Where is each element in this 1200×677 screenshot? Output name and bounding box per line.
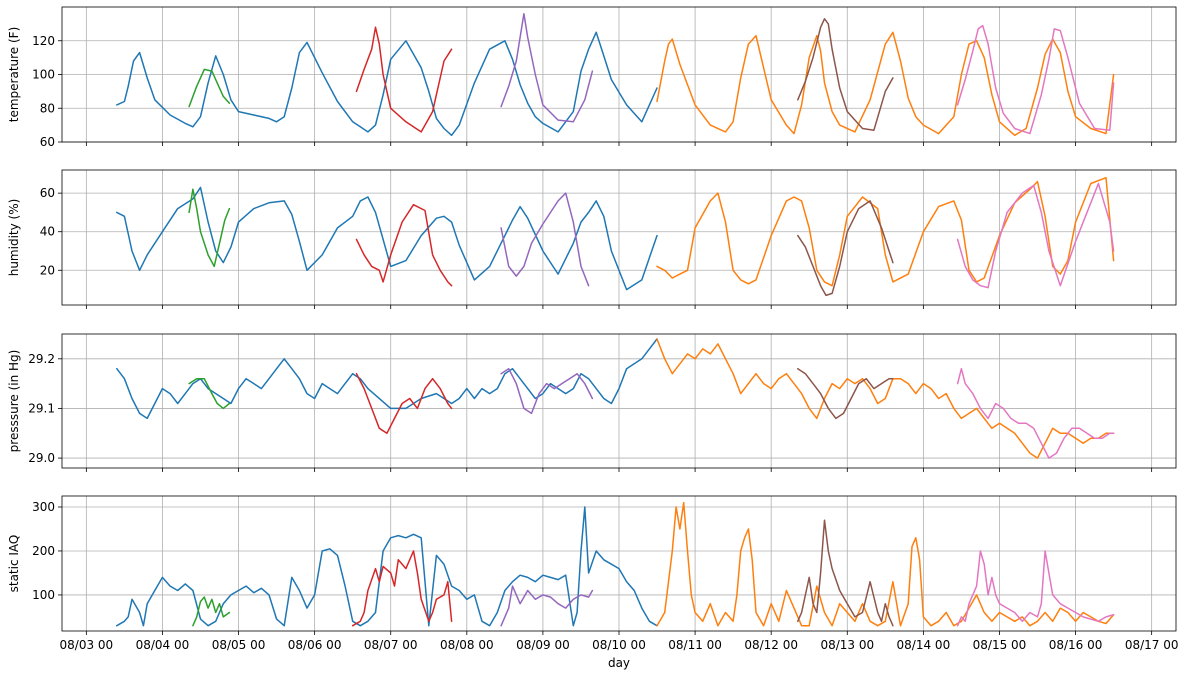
series-line-6 — [797, 367, 894, 420]
y-tick-label: 20 — [40, 263, 55, 277]
y-axis-label: temperature (F) — [7, 27, 21, 123]
x-tick-label: 08/04 00 — [136, 638, 190, 652]
series-line-3 — [355, 203, 453, 287]
series-line-7 — [956, 24, 1115, 135]
plot-frame — [61, 495, 1177, 632]
y-tick-label: 29.1 — [28, 401, 55, 415]
plot-frame — [61, 169, 1177, 306]
x-axis-label: day — [608, 656, 630, 670]
series-line-1 — [116, 31, 658, 137]
panel-2: 20 40 60 humidity (%) — [7, 169, 1177, 309]
panel-1: 60 80 100 120 temperature (F) — [7, 6, 1177, 149]
y-tick-label: 100 — [32, 588, 55, 602]
series-line-4 — [500, 367, 594, 415]
series-group — [116, 501, 1115, 627]
series-line-4 — [500, 192, 590, 287]
series-line-5 — [656, 501, 1115, 627]
x-tick-label: 08/08 00 — [440, 638, 494, 652]
x-tick-label: 08/13 00 — [820, 638, 874, 652]
series-line-2 — [188, 68, 231, 108]
series-line-5 — [656, 176, 1115, 287]
x-tick-label: 08/10 00 — [592, 638, 646, 652]
series-line-1 — [116, 186, 658, 291]
x-tick-label: 08/09 00 — [516, 638, 570, 652]
y-axis-label: humidity (%) — [7, 199, 21, 277]
panel-4: 100 200 300 static IAQ — [7, 495, 1177, 635]
x-tick-label: 08/03 00 — [60, 638, 114, 652]
series-line-4 — [500, 585, 594, 627]
series-line-6 — [797, 18, 894, 131]
x-tick-label: 08/17 00 — [1125, 638, 1179, 652]
series-line-7 — [956, 367, 1115, 459]
series-line-1 — [116, 506, 658, 627]
panel-3: 29.0 29.1 29.2 presssure (in Hg) — [7, 333, 1177, 472]
y-tick-label: 60 — [40, 135, 55, 149]
series-group — [116, 338, 1115, 459]
y-axis-label: presssure (in Hg) — [7, 350, 21, 453]
x-tick-label: 08/14 00 — [897, 638, 951, 652]
plot-frame — [61, 333, 1177, 469]
y-tick-label: 29.2 — [28, 352, 55, 366]
series-line-3 — [355, 372, 453, 435]
series-line-7 — [956, 550, 1115, 627]
series-line-5 — [656, 338, 1115, 459]
x-tick-label: 08/05 00 — [212, 638, 266, 652]
series-line-1 — [116, 338, 658, 420]
y-tick-label: 120 — [32, 34, 55, 48]
series-group — [116, 176, 1115, 297]
y-tick-label: 29.0 — [28, 451, 55, 465]
series-line-2 — [188, 188, 231, 268]
series-line-2 — [192, 596, 231, 627]
x-tick-label: 08/06 00 — [288, 638, 342, 652]
panels-group: 60 80 100 120 temperature (F) 20 40 60 humidity … — [7, 6, 1177, 635]
y-tick-label: 60 — [40, 186, 55, 200]
x-tick-label: 08/07 00 — [364, 638, 418, 652]
y-tick-label: 200 — [32, 544, 55, 558]
y-tick-label: 300 — [32, 500, 55, 514]
series-line-7 — [956, 182, 1115, 289]
x-tick-label: 08/12 00 — [744, 638, 798, 652]
series-line-6 — [797, 519, 894, 627]
y-tick-label: 80 — [40, 101, 55, 115]
x-tick-label: 08/16 00 — [1049, 638, 1103, 652]
y-tick-label: 40 — [40, 225, 55, 239]
y-axis-label: static IAQ — [7, 535, 21, 593]
series-line-4 — [500, 13, 594, 123]
series-line-3 — [355, 26, 453, 133]
plot-frame — [61, 6, 1177, 143]
series-line-6 — [797, 200, 894, 297]
x-tick-label: 08/15 00 — [973, 638, 1027, 652]
x-tick-label: 08/11 00 — [668, 638, 722, 652]
series-line-3 — [351, 550, 453, 627]
x-axis: 08/03 00 08/04 00 08/05 00 08/06 00 08/07 00… — [60, 638, 1179, 652]
series-line-5 — [656, 31, 1115, 137]
series-line-2 — [188, 377, 231, 410]
series-group — [116, 13, 1115, 137]
y-tick-label: 100 — [32, 68, 55, 82]
